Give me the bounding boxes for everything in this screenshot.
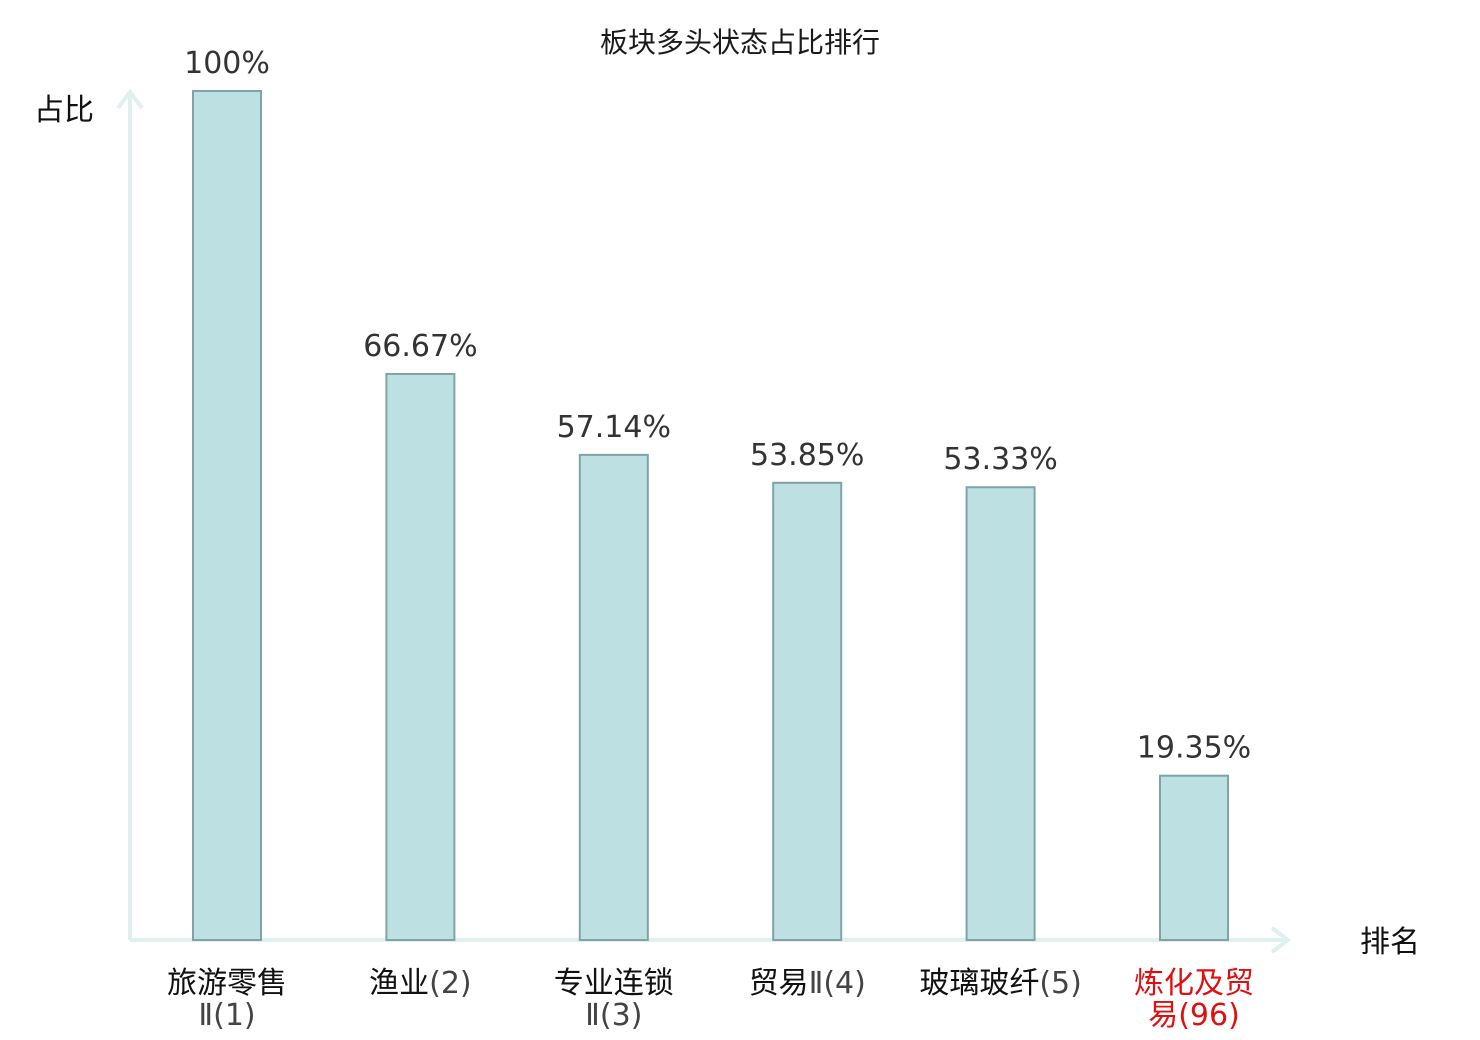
category-rank-1: Ⅱ(1) bbox=[198, 998, 255, 1033]
value-label-2: 66.67% bbox=[363, 329, 477, 364]
y-axis-label: 占比 bbox=[34, 93, 94, 128]
x-axis-label: 排名 bbox=[1360, 925, 1420, 960]
category-label-1: 旅游零售 bbox=[167, 966, 287, 1001]
chart-title: 板块多头状态占比排行 bbox=[600, 26, 880, 59]
bar-5 bbox=[965, 486, 1036, 941]
value-label-5: 53.33% bbox=[943, 442, 1057, 477]
category-name-4: 贸易 bbox=[749, 966, 809, 1001]
category-rank-3: Ⅱ(3) bbox=[585, 998, 642, 1033]
value-label-4: 53.85% bbox=[750, 438, 864, 473]
category-label-5: 玻璃玻纤(5) bbox=[919, 966, 1082, 1001]
category-label-6: 炼化及贸 bbox=[1134, 966, 1254, 1001]
bar-4 bbox=[772, 481, 843, 941]
value-label-6: 19.35% bbox=[1137, 731, 1251, 766]
category-rank-2: (2) bbox=[429, 966, 472, 1001]
category-rank-5: (5) bbox=[1039, 966, 1082, 1001]
bar-3 bbox=[578, 453, 649, 941]
category-name-2: 渔业 bbox=[369, 966, 429, 1001]
bar-6 bbox=[1159, 774, 1229, 941]
category-rank-4: Ⅱ(4) bbox=[809, 966, 866, 1001]
x-axis-line bbox=[130, 926, 1292, 954]
bars-group bbox=[192, 90, 1229, 942]
category-label-4: 贸易Ⅱ(4) bbox=[749, 966, 866, 1001]
category-label-2: 渔业(2) bbox=[369, 966, 472, 1001]
value-label-3: 57.14% bbox=[557, 410, 671, 445]
bar-1 bbox=[192, 90, 262, 941]
category-label-3: 专业连锁 bbox=[554, 966, 674, 1001]
category-name-5: 玻璃玻纤 bbox=[919, 966, 1039, 1001]
value-labels-group: 100% 66.67% 57.14% 53.85% 53.33% 19.35% bbox=[184, 46, 1251, 766]
category-rank-6: 易(96) bbox=[1148, 998, 1240, 1033]
y-axis-line bbox=[116, 88, 144, 940]
axes bbox=[116, 88, 1292, 954]
bar-2 bbox=[385, 372, 456, 942]
value-label-1: 100% bbox=[184, 46, 270, 81]
